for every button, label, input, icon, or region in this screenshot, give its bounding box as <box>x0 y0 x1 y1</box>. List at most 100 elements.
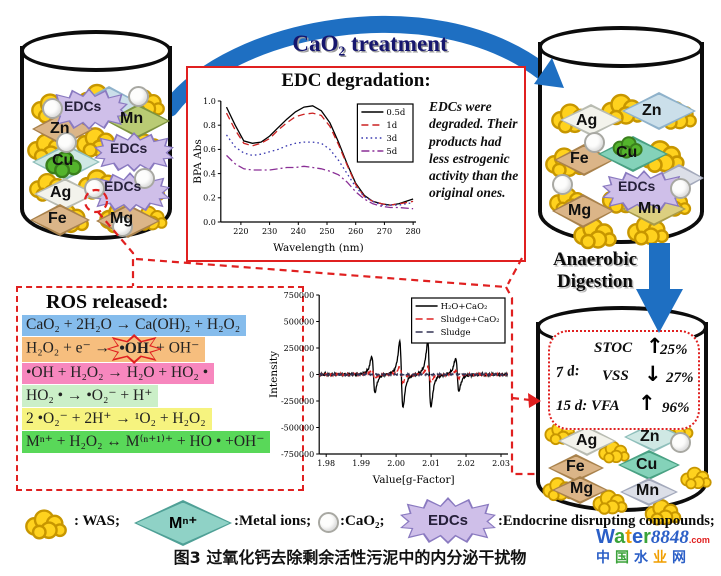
svg-text:250: 250 <box>319 227 334 236</box>
svg-text:250000: 250000 <box>284 344 315 353</box>
stat-vss-value: 27% <box>666 370 694 386</box>
edcs-burst-icon <box>602 170 686 212</box>
ros-equation-1: CaO₂ + 2H₂O → Ca(OH)₂ + H₂O₂ <box>22 315 247 336</box>
metal-label: Ag <box>576 112 598 129</box>
ros-equation-6: Mⁿ⁺ + H₂O₂ ↔ M⁽ⁿ⁺¹⁾⁺ + HO • +OH⁻ <box>22 431 271 453</box>
svg-text:750000: 750000 <box>284 291 315 300</box>
stat-7d-label: 7 d: <box>555 362 581 382</box>
svg-text:0.4: 0.4 <box>203 169 216 178</box>
svg-text:2.03: 2.03 <box>492 459 510 468</box>
svg-text:280: 280 <box>405 227 420 236</box>
metal-label: Fe <box>48 210 67 227</box>
svg-text:1.99: 1.99 <box>352 459 370 468</box>
legend-edcs-label: :Endocrine disrupting compounds; <box>498 513 715 529</box>
treated-sludge-cylinder: Ag Zn Fe Cu EDCs Mg Mn <box>538 26 704 244</box>
svg-text:0.2: 0.2 <box>203 194 216 203</box>
metal-ion-diamond <box>618 450 680 480</box>
svg-text:H₂O+CaO₂: H₂O+CaO₂ <box>441 302 488 312</box>
svg-text:Value[g-Factor]: Value[g-Factor] <box>372 474 455 486</box>
metal-label: Fe <box>570 150 589 167</box>
metal-label: Mn <box>638 200 662 217</box>
ros-released-panel: ROS released: CaO₂ + 2H₂O → Ca(OH)₂ + H₂… <box>16 286 304 491</box>
metal-label: Mg <box>568 202 592 219</box>
metal-ion-diamond <box>552 194 614 228</box>
ros-equation-4: HO₂ • → •O₂⁻ + H⁺ <box>22 385 159 407</box>
metal-label: Fe <box>566 458 585 475</box>
svg-text:-500000: -500000 <box>281 423 314 432</box>
metal-label: EDCs <box>104 178 142 194</box>
edcs-burst-icon <box>94 132 174 172</box>
cao2-particle-icon <box>134 168 155 189</box>
cao2-particle-icon <box>128 86 149 107</box>
svg-text:0.8: 0.8 <box>203 121 216 130</box>
svg-text:Wavelength (nm): Wavelength (nm) <box>273 242 364 254</box>
metal-label: Zn <box>50 120 70 137</box>
svg-text:1d: 1d <box>386 121 397 131</box>
ros-equation-2: H₂O₂ + e⁻ → •OH + OH⁻ <box>22 334 206 364</box>
metal-ion-diamond <box>30 204 90 236</box>
metal-ion-diamond <box>554 144 614 176</box>
watermark-brand: Water8848.com <box>596 526 710 548</box>
metal-label: Zn <box>642 102 662 119</box>
ros-equation-3: •OH + H₂O₂ → H₂O + HO₂ • <box>22 363 215 384</box>
metal-ion-diamond <box>620 478 678 506</box>
legend-edcs-symbol: EDCs <box>427 512 468 529</box>
figure-caption: 图3 过氧化钙去除剩余活性污泥中的内分泌干扰物 <box>173 548 527 567</box>
cao2-particle-icon <box>84 178 105 199</box>
cao2-particle-icon <box>56 132 77 153</box>
svg-text:-750000: -750000 <box>281 450 314 459</box>
watermark: Water8848.com 中国水业网 <box>596 527 720 565</box>
svg-text:-250000: -250000 <box>281 397 314 406</box>
svg-text:Intensity: Intensity <box>268 351 280 398</box>
svg-text:Sludge: Sludge <box>441 328 471 338</box>
edc-degradation-panel: EDC degradation: 0.0 0.2 0.4 0.6 0.8 1.0 220 23… <box>186 66 526 262</box>
stat-vfa-value: 96% <box>662 400 690 416</box>
metal-label: Mn <box>120 110 144 127</box>
svg-text:0.0: 0.0 <box>203 218 216 227</box>
metal-label: EDCs <box>64 98 102 114</box>
stat-stoc-value: 25% <box>660 342 688 358</box>
anaerobic-digestion-label: Anaerobic Digestion <box>552 249 638 292</box>
metal-ion-diamond <box>560 104 622 136</box>
metal-label: Mg <box>110 210 134 227</box>
legend-metal-label: :Metal ions; <box>234 513 312 529</box>
cao2-particle-icon <box>670 178 691 199</box>
svg-text:1.98: 1.98 <box>317 459 335 468</box>
cao2-particle-icon <box>552 174 573 195</box>
edcs-burst-icon <box>50 88 128 130</box>
svg-text:2.00: 2.00 <box>387 459 405 468</box>
vss-down-arrow-icon: ↓ <box>644 362 662 386</box>
was-cloud-icon <box>678 464 714 490</box>
metal-label: Mg <box>570 480 594 497</box>
metal-label: EDCs <box>110 140 148 156</box>
legend-was-label: : WAS; <box>74 513 120 529</box>
was-cloud-icon <box>22 506 70 540</box>
svg-text:0.6: 0.6 <box>203 145 216 154</box>
metal-label: Cu <box>616 144 638 161</box>
metal-label: Cu <box>636 456 658 473</box>
cao2-particle-icon <box>670 432 691 453</box>
cao2-particle-icon <box>42 98 63 119</box>
metal-label: EDCs <box>618 178 656 194</box>
svg-text:BPA Abs: BPA Abs <box>192 139 204 183</box>
svg-text:0: 0 <box>309 370 314 379</box>
metal-label: Ag <box>50 184 72 201</box>
svg-text:2.02: 2.02 <box>457 459 475 468</box>
legend-mn-symbol: Mⁿ⁺ <box>168 515 198 532</box>
metal-label: Ag <box>576 432 598 449</box>
svg-text:270: 270 <box>377 227 392 236</box>
svg-text:220: 220 <box>233 227 248 236</box>
bpa-absorbance-chart: 0.0 0.2 0.4 0.6 0.8 1.0 220 230 240 250 260 270 280 W… <box>192 94 424 254</box>
stat-15d-vfa-label: 15 d: VFA <box>556 398 620 414</box>
metal-ion-diamond-icon: Mⁿ⁺ <box>134 500 232 546</box>
stat-vss-label: VSS <box>602 368 629 384</box>
metal-ion-diamond <box>622 92 696 130</box>
hydroxyl-radical-star-icon: •OH <box>106 334 163 364</box>
cao2-particle-icon <box>318 512 339 533</box>
svg-text:240: 240 <box>291 227 306 236</box>
metal-ion-diamond <box>558 426 616 456</box>
svg-text:230: 230 <box>262 227 277 236</box>
legend-cao2-label: :CaO₂; <box>340 513 385 529</box>
svg-text:500000: 500000 <box>284 317 315 326</box>
